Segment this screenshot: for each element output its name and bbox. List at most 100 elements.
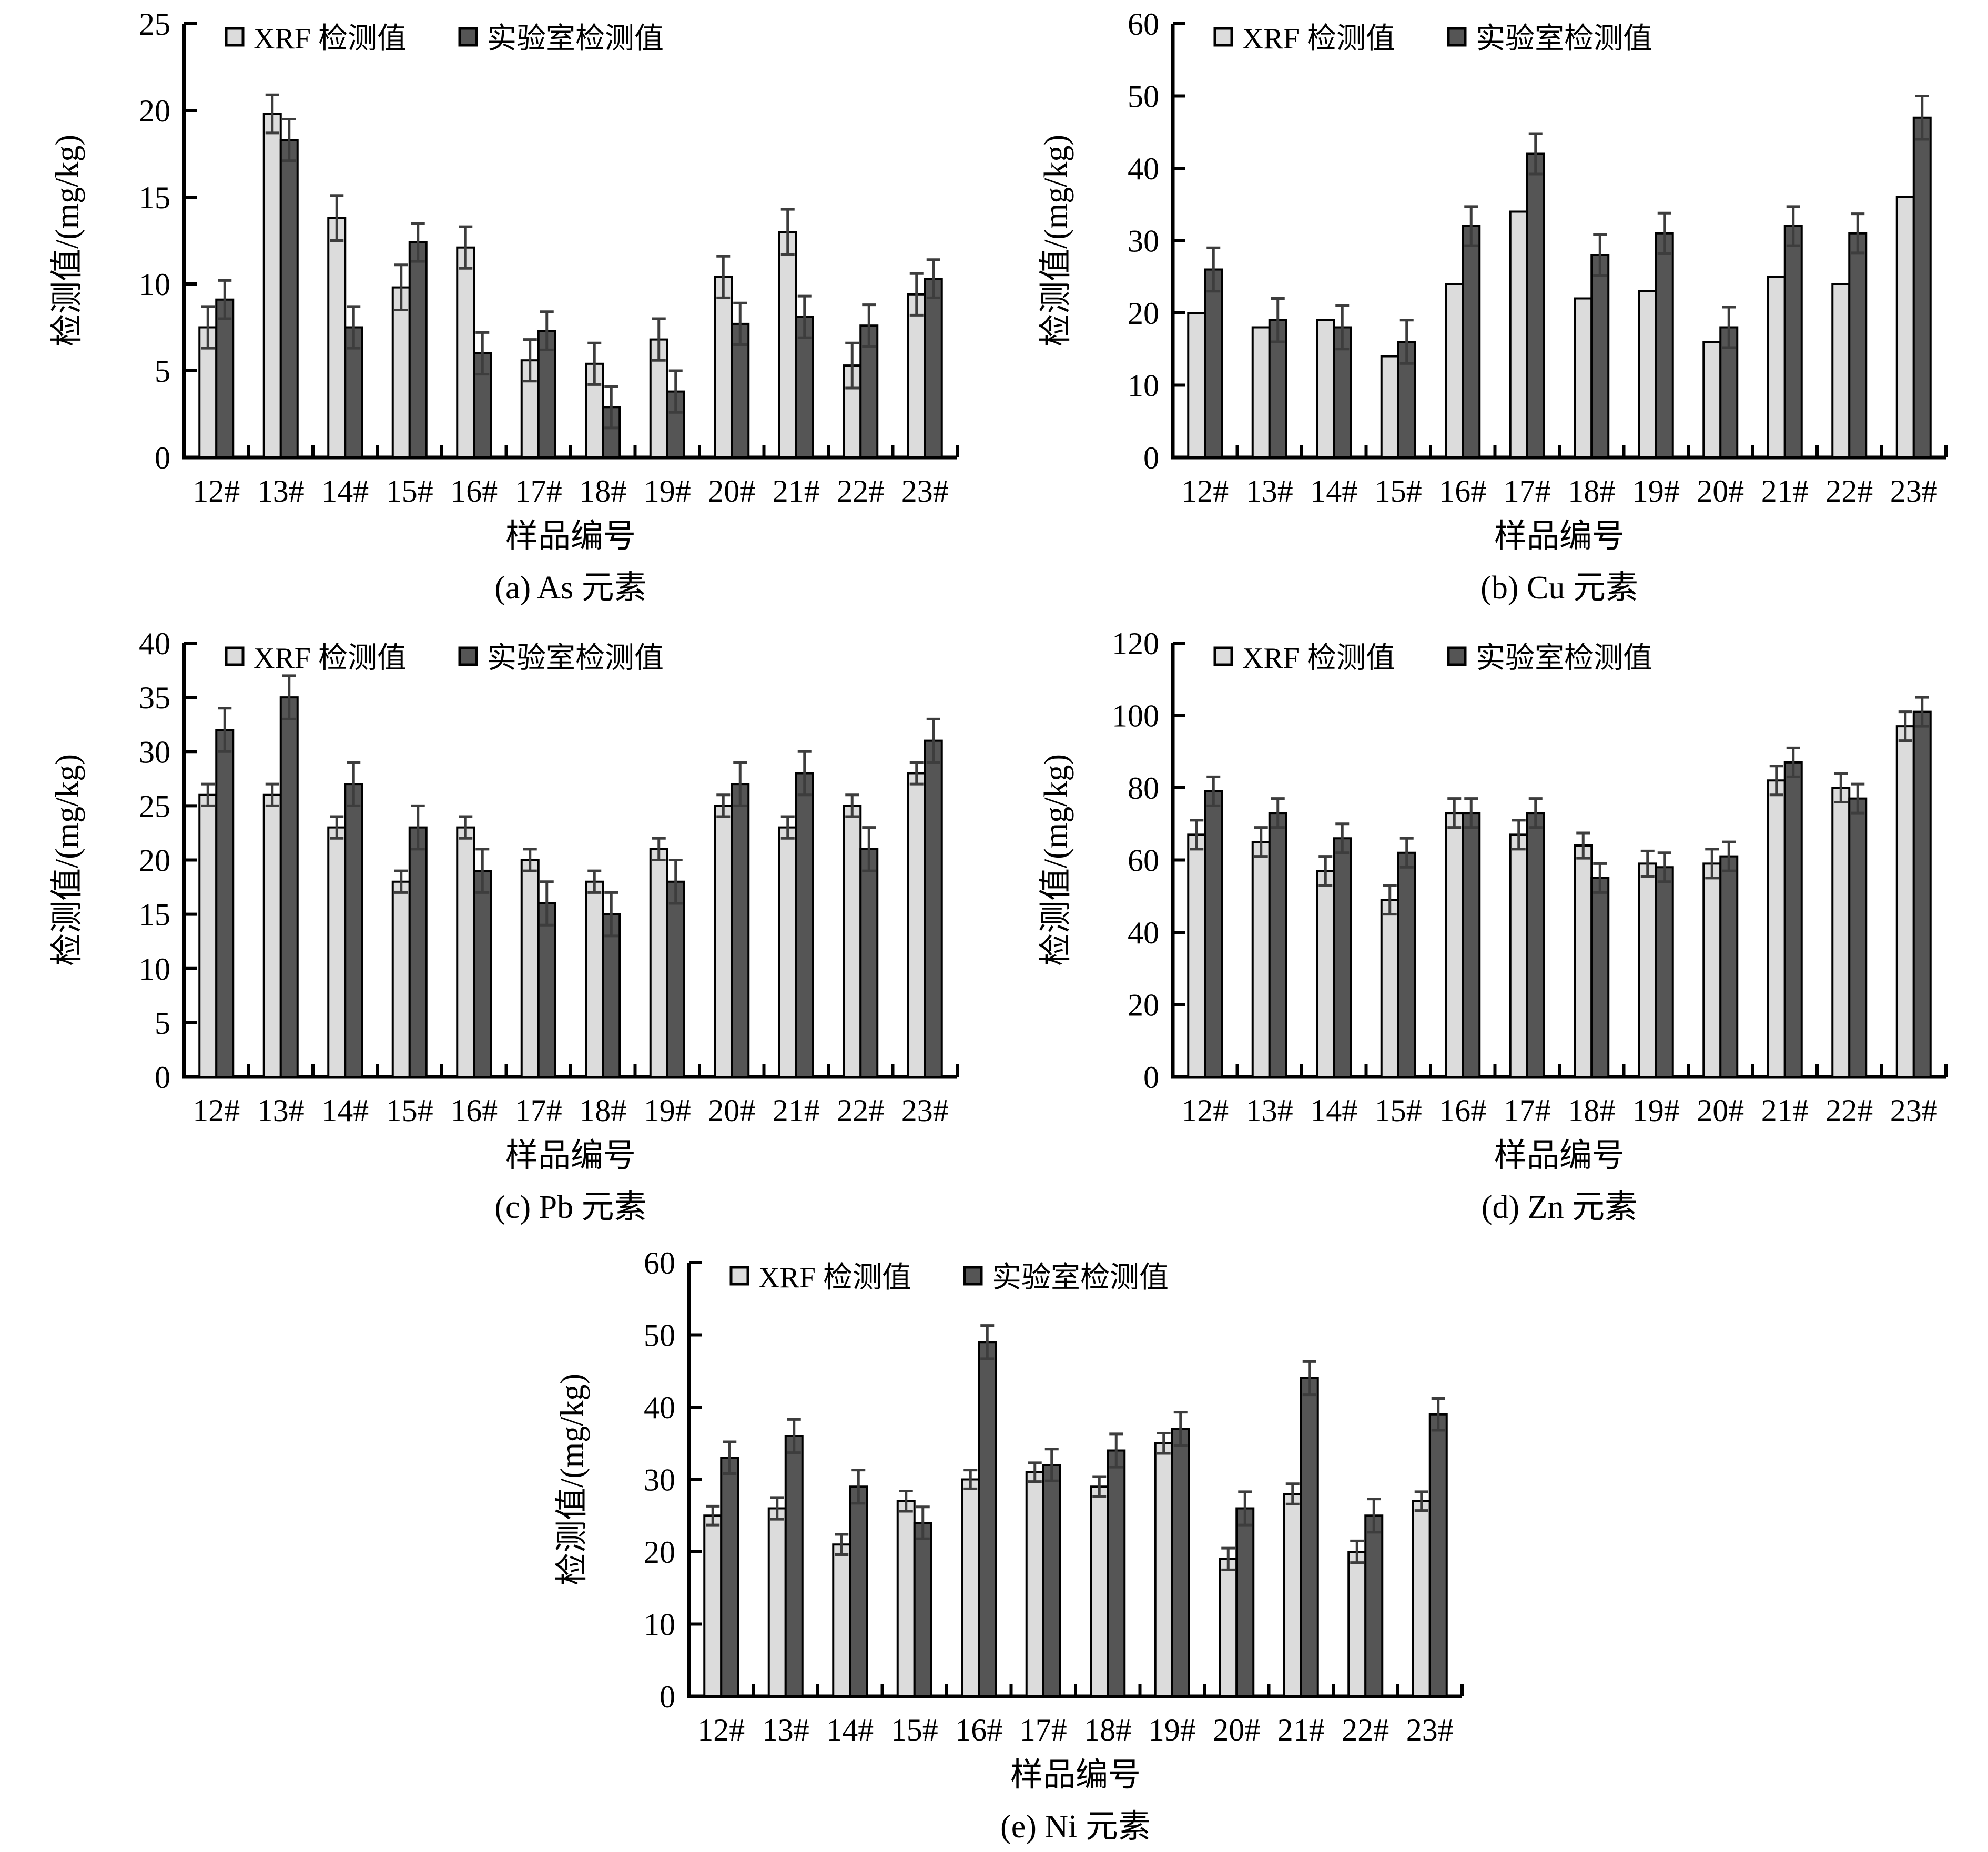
bar-lab-13# <box>784 1435 804 1697</box>
x-tick-label: 18# <box>579 1093 626 1128</box>
x-tick-label: 15# <box>386 1093 433 1128</box>
x-tick-label: 23# <box>1890 1093 1938 1128</box>
error-bar-xrf-16# <box>459 225 473 270</box>
x-tick-label: 21# <box>1277 1713 1325 1747</box>
error-bar-xrf-20# <box>1221 1546 1235 1571</box>
error-bar-xrf-19# <box>1157 1432 1171 1455</box>
bar-xrf-12# <box>198 793 218 1078</box>
y-tick-label: 35 <box>139 680 170 715</box>
error-bar-lab-12# <box>218 279 232 320</box>
x-tick-label: 12# <box>1181 1093 1229 1128</box>
bar-xrf-15# <box>391 286 411 459</box>
x-tick-label: 15# <box>386 474 433 508</box>
bar-xrf-23# <box>907 293 926 459</box>
bar-xrf-17# <box>1509 833 1528 1078</box>
y-tick-label: 0 <box>155 1060 170 1095</box>
y-tick-label: 0 <box>1143 441 1159 475</box>
error-bar-lab-21# <box>1302 1360 1316 1397</box>
x-tick-label: 20# <box>1697 1093 1744 1128</box>
bar-xrf-12# <box>1187 312 1206 459</box>
legend-label-lab: 实验室检测值 <box>1476 642 1652 675</box>
x-tick-label: 22# <box>837 474 884 508</box>
bar-lab-16# <box>1462 812 1481 1078</box>
chart-b-svg: 0 10 20 30 40 50 60 12# 13# 14# 15# 16# 17# 18# 19# 20#… <box>1038 7 1948 508</box>
x-tick-label: 16# <box>450 474 498 508</box>
error-bar-xrf-14# <box>330 194 344 242</box>
error-bar-lab-13# <box>282 674 296 720</box>
error-bar-xrf-22# <box>845 341 859 390</box>
y-tick-label: 100 <box>1112 699 1159 734</box>
chart-cu-subtitle: (b) Cu 元素 <box>1480 570 1638 606</box>
bar-xrf-16# <box>1445 283 1464 459</box>
error-bar-xrf-16# <box>963 1469 978 1490</box>
bar-lab-21# <box>1783 225 1803 459</box>
y-tick-label: 25 <box>139 7 170 42</box>
bar-xrf-22# <box>1347 1551 1367 1697</box>
bar-xrf-23# <box>907 772 926 1078</box>
x-tick-label: 19# <box>1632 1093 1680 1128</box>
bar-xrf-21# <box>778 231 797 459</box>
y-tick-label: 30 <box>644 1463 675 1498</box>
bar-xrf-13# <box>1251 326 1271 459</box>
bar-lab-17# <box>1526 152 1545 459</box>
y-tick-label: 5 <box>155 1006 170 1041</box>
x-tick-label: 13# <box>1246 1093 1293 1128</box>
error-bar-lab-12# <box>723 1440 737 1475</box>
bar-lab-12# <box>215 729 235 1078</box>
error-bar-lab-22# <box>1851 212 1865 255</box>
chart-pb-subtitle: (c) Pb 元素 <box>494 1189 647 1225</box>
error-bar-xrf-20# <box>716 793 731 818</box>
error-bar-lab-22# <box>862 303 876 348</box>
y-tick-label: 40 <box>644 1390 675 1425</box>
error-bar-xrf-12# <box>706 1504 720 1527</box>
y-tick-label: 5 <box>155 354 170 389</box>
x-tick-label: 12# <box>192 1093 240 1128</box>
x-tick-label: 17# <box>1504 1093 1551 1128</box>
bar-xrf-14# <box>832 1543 851 1697</box>
error-bar-xrf-23# <box>909 272 924 317</box>
error-bar-lab-21# <box>1786 205 1800 247</box>
error-bar-lab-12# <box>1206 246 1221 293</box>
bar-xrf-16# <box>456 246 475 459</box>
error-bar-lab-14# <box>1335 822 1350 854</box>
bar-xrf-22# <box>1831 283 1851 459</box>
chart-panel-as: 0 5 10 15 20 25 12# 13# 14# 15# 16# 17# 18# 19# 20# 21#… <box>32 0 989 613</box>
chart-as-plot: 0 5 10 15 20 25 12# 13# 14# 15# 16# 17# 18# 19# 20# 21#… <box>32 0 989 514</box>
bar-lab-23# <box>924 739 943 1078</box>
error-bar-xrf-13# <box>1254 826 1268 858</box>
bar-lab-15# <box>408 241 428 459</box>
x-tick-label: 16# <box>1439 474 1486 508</box>
bar-xrf-21# <box>778 826 797 1078</box>
legend-swatch-lab <box>458 646 478 666</box>
axes <box>1171 24 1946 460</box>
bar-lab-19# <box>1655 232 1674 459</box>
bar-lab-22# <box>1848 232 1868 459</box>
chart-panel-pb: 0 5 10 15 20 25 30 35 40 12# 13# 14# 15# 16# 17# 18# 19#… <box>32 619 989 1233</box>
error-bar-xrf-17# <box>523 848 537 872</box>
error-bar-lab-13# <box>282 118 296 162</box>
x-tick-label: 19# <box>1149 1713 1196 1747</box>
error-bar-lab-15# <box>411 222 425 263</box>
bar-lab-18# <box>602 913 621 1078</box>
error-bar-xrf-19# <box>652 317 666 362</box>
bar-xrf-23# <box>1895 725 1915 1078</box>
legend-label-lab: 实验室检测值 <box>1476 23 1652 55</box>
x-tick-label: 17# <box>515 474 562 508</box>
legend-swatch-xrf <box>1213 27 1233 47</box>
legend-label-xrf: XRF 检测值 <box>253 23 407 55</box>
error-bar-lab-23# <box>1431 1397 1445 1432</box>
error-bar-lab-15# <box>1399 837 1414 869</box>
bar-xrf-14# <box>1316 319 1335 459</box>
bar-lab-18# <box>1590 254 1610 459</box>
chart-cu-plot: 0 10 20 30 40 50 60 12# 13# 14# 15# 16# 17# 18# 19# 20#… <box>1020 0 1977 514</box>
error-bar-xrf-17# <box>1028 1461 1042 1483</box>
x-tick-label: 21# <box>1761 474 1809 508</box>
chart-ni-subtitle: (e) Ni 元素 <box>1000 1809 1151 1845</box>
bar-lab-17# <box>537 902 556 1078</box>
bar-lab-15# <box>913 1522 932 1697</box>
error-bar-lab-20# <box>1722 840 1736 872</box>
error-bar-lab-14# <box>347 305 361 350</box>
chart-ni-xlabel: 样品编号 <box>1010 1757 1141 1793</box>
y-tick-label: 40 <box>1128 151 1159 186</box>
